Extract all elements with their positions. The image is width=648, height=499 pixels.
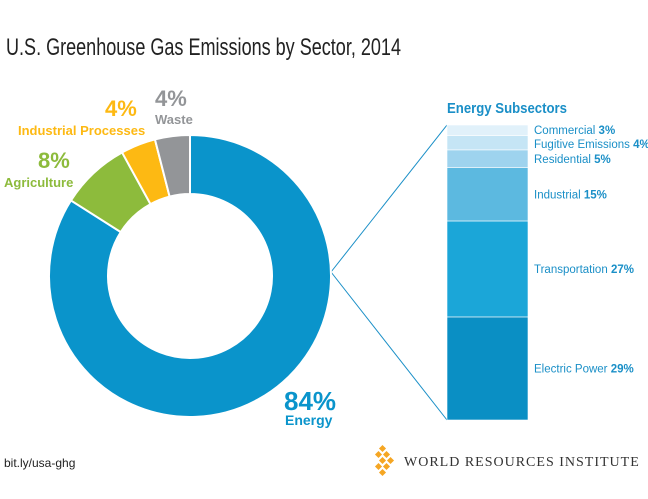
- segment-value: 27%: [611, 264, 634, 276]
- bar-title: Energy Subsectors: [447, 100, 567, 117]
- segment-name: Industrial: [534, 189, 581, 201]
- value-label: 84%: [284, 386, 336, 416]
- segment-label: Fugitive Emissions 4%: [534, 139, 648, 151]
- value-label: 4%: [105, 96, 137, 121]
- segment-value: 3%: [599, 125, 616, 137]
- organization: WORLD RESOURCES INSTITUTE: [404, 455, 640, 470]
- slice-label: Agriculture: [4, 175, 73, 190]
- segment-name: Fugitive Emissions: [534, 139, 630, 151]
- segment-label: Industrial 15%: [534, 189, 607, 201]
- bar-segment: [446, 316, 529, 421]
- segment-label: Electric Power 29%: [534, 363, 634, 375]
- segment-value: 4%: [633, 139, 648, 151]
- donut-slice: [153, 133, 191, 198]
- slice-label: Energy: [285, 412, 333, 428]
- segment-name: Transportation: [534, 264, 608, 276]
- bar-segment: [446, 167, 529, 222]
- value-label: 4%: [155, 86, 187, 111]
- segment-value: 5%: [594, 154, 611, 166]
- bar-segment: [446, 220, 529, 318]
- segment-label: Commercial 3%: [534, 125, 615, 137]
- connector: [330, 271, 448, 421]
- slice-label: Industrial Processes: [18, 123, 145, 138]
- bar-segment: [446, 135, 529, 151]
- segment-name: Commercial: [534, 125, 595, 137]
- segment-value: 29%: [611, 363, 634, 375]
- chart-title: U.S. Greenhouse Gas Emissions by Sector,…: [6, 34, 401, 61]
- connector: [330, 124, 448, 273]
- donut-slice: [48, 133, 332, 418]
- logo: [374, 444, 395, 477]
- slice-label: Waste: [155, 112, 193, 127]
- segment-label: Residential 5%: [534, 154, 611, 166]
- bar-segment: [446, 124, 529, 136]
- segment-value: 15%: [584, 189, 607, 201]
- segment-name: Residential: [534, 154, 591, 166]
- bar-segment: [446, 149, 529, 168]
- source: bit.ly/usa-ghg: [4, 456, 75, 470]
- value-label: 8%: [38, 148, 70, 173]
- segment-label: Transportation 27%: [534, 264, 634, 276]
- segment-name: Electric Power: [534, 363, 608, 375]
